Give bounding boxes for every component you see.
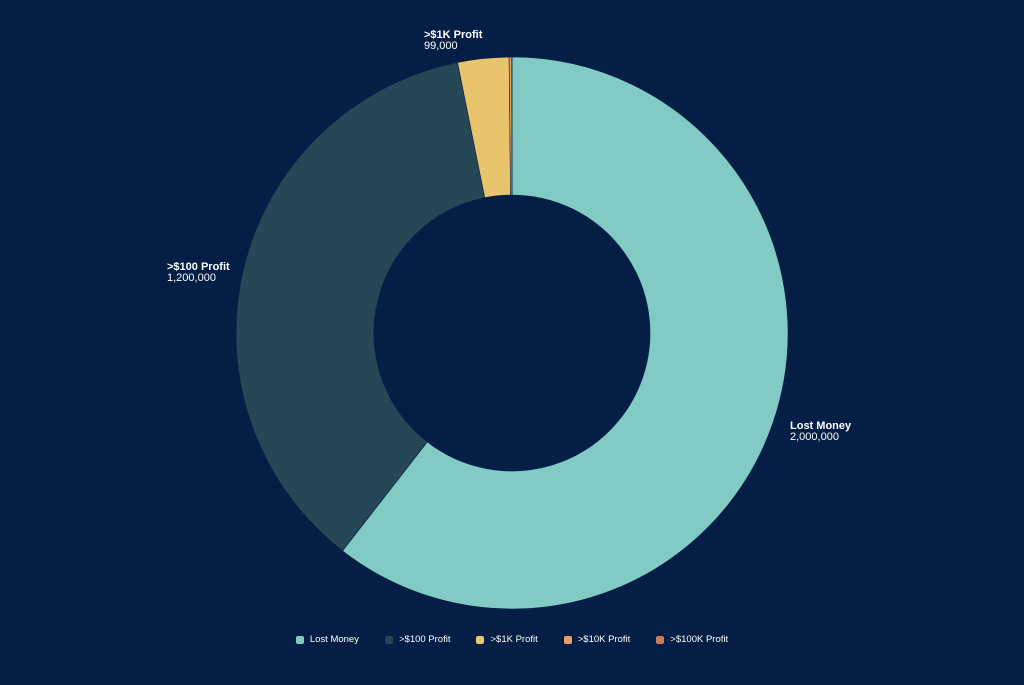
legend-swatch (295, 635, 304, 644)
legend-label: >$100K Profit (670, 634, 729, 645)
legend-item-lost-money[interactable]: Lost Money (295, 634, 359, 645)
legend-swatch (563, 635, 572, 644)
legend-label: >$1K Profit (490, 634, 538, 645)
legend-swatch (384, 635, 393, 644)
legend-item-10k-profit[interactable]: >$10K Profit (563, 634, 631, 645)
slice-label-1k-profit: >$1K Profit 99,000 (424, 30, 482, 52)
slice-label-100-profit: >$100 Profit 1,200,000 (167, 262, 230, 284)
legend-swatch (656, 635, 665, 644)
slice-label-lost-money: Lost Money 2,000,000 (790, 421, 851, 443)
chart-legend: Lost Money >$100 Profit >$1K Profit >$10… (0, 634, 1024, 645)
legend-label: >$100 Profit (398, 634, 451, 645)
donut-slice-lost-money[interactable] (342, 56, 789, 610)
legend-label: >$10K Profit (577, 634, 631, 645)
slice-label-name: Lost Money (790, 420, 852, 432)
legend-swatch (476, 635, 485, 644)
legend-item-100-profit[interactable]: >$100 Profit (384, 634, 451, 645)
legend-label: Lost Money (309, 634, 359, 645)
slice-label-value: 2,000,000 (790, 431, 839, 443)
slice-label-name: >$100 Profit (167, 261, 230, 273)
donut-slice-100-profit[interactable] (235, 62, 486, 552)
slice-label-value: 1,200,000 (167, 272, 216, 284)
legend-item-100k-profit[interactable]: >$100K Profit (656, 634, 728, 645)
slice-label-value: 99,000 (424, 40, 458, 52)
legend-item-1k-profit[interactable]: >$1K Profit (476, 634, 538, 645)
slice-label-name: >$1K Profit (424, 29, 483, 41)
